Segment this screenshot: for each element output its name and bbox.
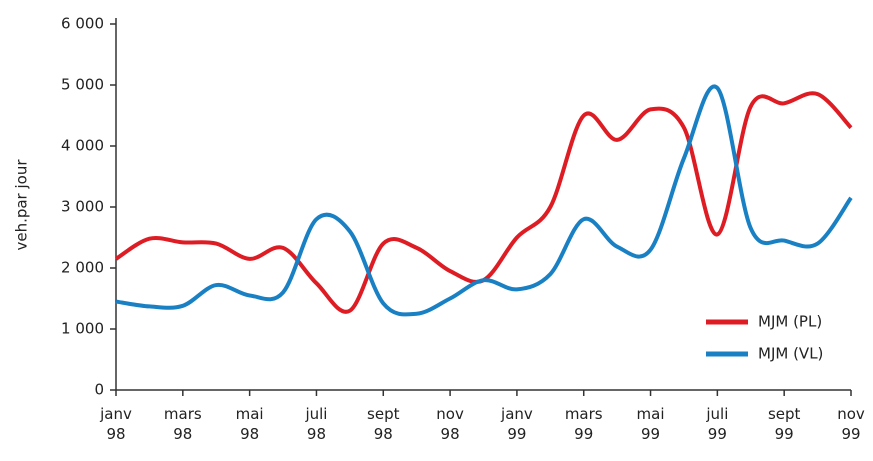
y-tick-label: 4 000: [61, 137, 104, 155]
x-tick-label: juli 99: [706, 405, 729, 443]
y-tick-label: 0: [94, 381, 104, 399]
y-tick-label: 1 000: [61, 320, 104, 338]
x-tick-label: mai 99: [636, 405, 665, 443]
x-tick-label: sept 98: [367, 405, 400, 443]
y-tick-label: 5 000: [61, 76, 104, 94]
x-tick-label: juli 98: [305, 405, 328, 443]
x-tick-label: nov 99: [837, 405, 865, 443]
x-tick-label: sept 99: [767, 405, 801, 443]
legend-label: MJM (VL): [758, 345, 823, 363]
x-tick-label: mars 99: [564, 405, 603, 443]
y-tick-label: 2 000: [61, 259, 104, 277]
x-tick-label: mai 98: [235, 405, 264, 443]
y-tick-label: 6 000: [61, 15, 104, 33]
series-line: [115, 84, 853, 317]
y-tick-label: 3 000: [61, 198, 104, 216]
x-tick-label: mars 98: [163, 405, 202, 443]
x-tick-label: janv 98: [100, 405, 132, 443]
legend-label: MJM (PL): [758, 313, 822, 331]
x-tick-label: janv 99: [501, 405, 533, 443]
x-tick-label: nov 98: [436, 405, 464, 443]
series-line: [114, 91, 853, 314]
y-axis-label: veh.par jour: [13, 159, 31, 251]
